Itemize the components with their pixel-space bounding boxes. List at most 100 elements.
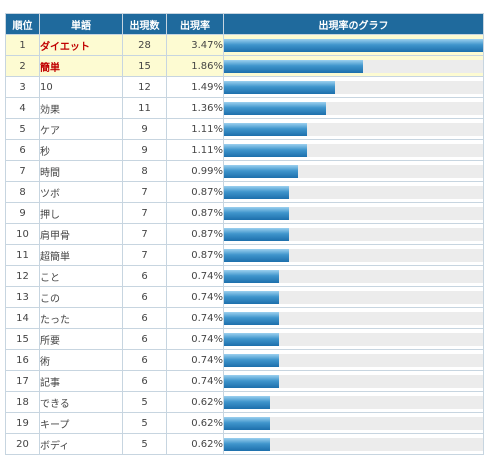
frequency-bar: [224, 227, 289, 241]
count-cell: 6: [122, 286, 167, 308]
table-row: 7 時間 8 0.99%: [5, 160, 484, 182]
rank-cell: 6: [5, 139, 40, 161]
count-cell: 6: [122, 307, 167, 329]
bar-track: [224, 290, 483, 304]
bar-track: [224, 143, 483, 157]
header-rate: 出現率: [166, 13, 224, 35]
rank-cell: 3: [5, 76, 40, 98]
rate-cell: 1.49%: [166, 76, 224, 98]
count-cell: 7: [122, 223, 167, 245]
frequency-bar: [224, 311, 280, 325]
frequency-bar: [224, 143, 307, 157]
graph-cell: [223, 433, 484, 455]
frequency-bar: [224, 122, 307, 136]
graph-cell: [223, 370, 484, 392]
rate-cell: 0.74%: [166, 349, 224, 371]
table-header-row: 順位 単語 出現数 出現率 出現率のグラフ: [5, 13, 484, 35]
rate-cell: 0.87%: [166, 202, 224, 224]
bar-track: [224, 248, 483, 262]
word-cell: 肩甲骨: [39, 223, 123, 245]
graph-cell: [223, 391, 484, 413]
rate-cell: 1.86%: [166, 55, 224, 77]
frequency-bar: [224, 269, 280, 283]
graph-cell: [223, 139, 484, 161]
rank-cell: 4: [5, 97, 40, 119]
graph-cell: [223, 76, 484, 98]
graph-cell: [223, 307, 484, 329]
word-cell: ツボ: [39, 181, 123, 203]
rate-cell: 0.99%: [166, 160, 224, 182]
table-row: 13 この 6 0.74%: [5, 286, 484, 308]
graph-cell: [223, 244, 484, 266]
count-cell: 28: [122, 34, 167, 56]
word-cell: ケア: [39, 118, 123, 140]
rank-cell: 20: [5, 433, 40, 455]
rank-cell: 10: [5, 223, 40, 245]
bar-track: [224, 185, 483, 199]
graph-cell: [223, 118, 484, 140]
bar-track: [224, 395, 483, 409]
rank-cell: 17: [5, 370, 40, 392]
graph-cell: [223, 34, 484, 56]
rate-cell: 0.87%: [166, 181, 224, 203]
rank-cell: 15: [5, 328, 40, 350]
frequency-bar: [224, 374, 280, 388]
word-cell: 効果: [39, 97, 123, 119]
word-cell: 所要: [39, 328, 123, 350]
frequency-bar: [224, 206, 289, 220]
word-cell: 簡単: [39, 55, 123, 77]
table-row: 18 できる 5 0.62%: [5, 391, 484, 413]
rate-cell: 1.11%: [166, 139, 224, 161]
frequency-bar: [224, 437, 271, 451]
count-cell: 5: [122, 412, 167, 434]
graph-cell: [223, 286, 484, 308]
frequency-bar: [224, 38, 483, 52]
graph-cell: [223, 160, 484, 182]
count-cell: 9: [122, 118, 167, 140]
graph-cell: [223, 55, 484, 77]
frequency-bar: [224, 395, 271, 409]
graph-cell: [223, 265, 484, 287]
graph-cell: [223, 202, 484, 224]
bar-track: [224, 311, 483, 325]
graph-cell: [223, 223, 484, 245]
table-row: 6 秒 9 1.11%: [5, 139, 484, 161]
header-word: 単語: [39, 13, 123, 35]
rank-cell: 11: [5, 244, 40, 266]
table-row: 19 キープ 5 0.62%: [5, 412, 484, 434]
frequency-bar: [224, 416, 271, 430]
frequency-bar: [224, 164, 298, 178]
rank-cell: 1: [5, 34, 40, 56]
word-cell: この: [39, 286, 123, 308]
graph-cell: [223, 349, 484, 371]
count-cell: 11: [122, 97, 167, 119]
word-cell: 超簡単: [39, 244, 123, 266]
table-row: 10 肩甲骨 7 0.87%: [5, 223, 484, 245]
table-row: 5 ケア 9 1.11%: [5, 118, 484, 140]
word-cell: 術: [39, 349, 123, 371]
word-cell: できる: [39, 391, 123, 413]
count-cell: 5: [122, 391, 167, 413]
count-cell: 6: [122, 328, 167, 350]
frequency-bar: [224, 248, 289, 262]
frequency-bar: [224, 59, 363, 73]
bar-track: [224, 80, 483, 94]
table-row: 20 ボディ 5 0.62%: [5, 433, 484, 455]
table-row: 8 ツボ 7 0.87%: [5, 181, 484, 203]
table-row: 2 簡単 15 1.86%: [5, 55, 484, 77]
count-cell: 8: [122, 160, 167, 182]
count-cell: 6: [122, 265, 167, 287]
count-cell: 6: [122, 370, 167, 392]
bar-track: [224, 437, 483, 451]
bar-track: [224, 122, 483, 136]
header-graph: 出現率のグラフ: [223, 13, 484, 35]
count-cell: 6: [122, 349, 167, 371]
rank-cell: 12: [5, 265, 40, 287]
table-row: 14 たった 6 0.74%: [5, 307, 484, 329]
rank-cell: 8: [5, 181, 40, 203]
frequency-bar: [224, 332, 280, 346]
word-cell: ダイエット: [39, 34, 123, 56]
word-cell: キープ: [39, 412, 123, 434]
count-cell: 9: [122, 139, 167, 161]
rank-cell: 5: [5, 118, 40, 140]
